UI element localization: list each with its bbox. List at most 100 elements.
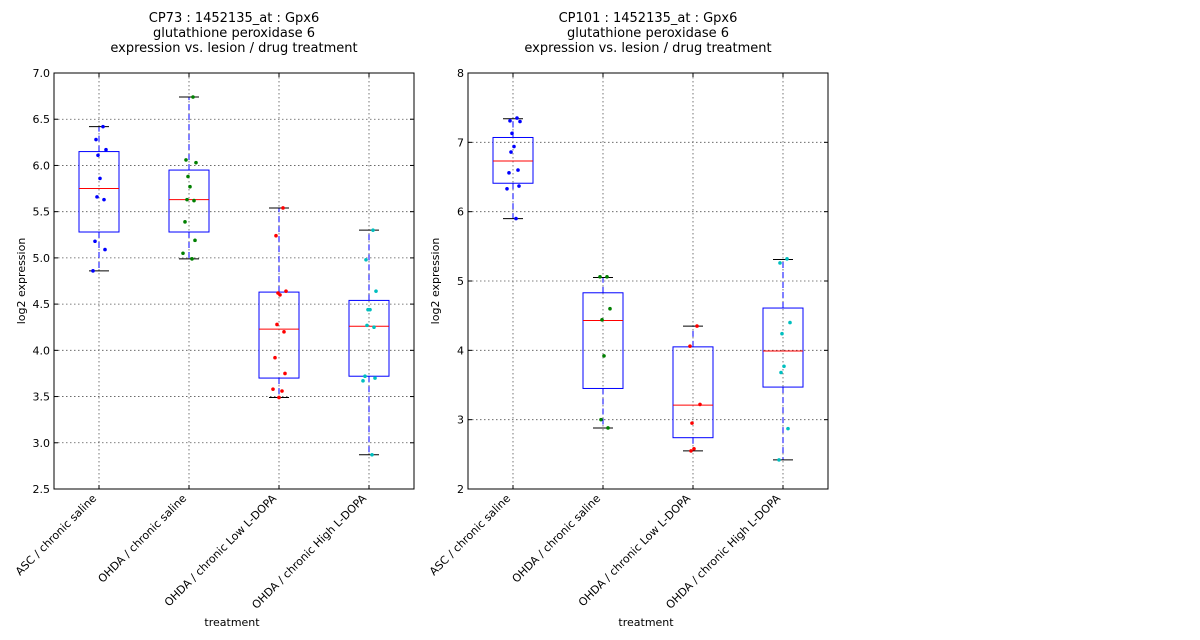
data-point bbox=[371, 228, 375, 232]
data-point bbox=[365, 323, 369, 328]
data-point bbox=[186, 174, 190, 179]
data-point bbox=[510, 131, 514, 136]
data-point bbox=[364, 257, 368, 262]
data-point bbox=[516, 168, 520, 172]
data-point bbox=[193, 238, 197, 243]
box bbox=[582, 292, 624, 389]
y-tick-label: 4.0 bbox=[33, 344, 51, 357]
data-point bbox=[600, 318, 604, 322]
y-tick-label: 7.0 bbox=[33, 67, 51, 80]
data-point bbox=[277, 395, 281, 400]
data-point bbox=[94, 137, 98, 142]
data-point bbox=[512, 144, 516, 149]
data-point bbox=[517, 184, 521, 188]
y-tick-label: 7 bbox=[457, 136, 464, 149]
data-point bbox=[281, 206, 285, 210]
data-point bbox=[361, 379, 365, 383]
x-tick-label: OHDA / chronic saline bbox=[96, 492, 190, 586]
data-point bbox=[283, 371, 287, 376]
box bbox=[492, 136, 534, 184]
data-point bbox=[190, 257, 194, 261]
data-point bbox=[91, 269, 95, 273]
y-tick-label: 2.5 bbox=[33, 483, 51, 496]
data-point bbox=[185, 197, 189, 202]
data-point bbox=[602, 354, 606, 358]
x-tick-label: OHDA / chronic saline bbox=[510, 492, 604, 586]
data-point bbox=[599, 417, 603, 422]
data-point bbox=[271, 387, 275, 391]
data-point bbox=[514, 216, 518, 221]
chart-title-line: CP73 : 1452135_at : Gpx6 bbox=[149, 11, 320, 26]
x-tick-label: ASC / chronic saline bbox=[427, 492, 513, 578]
box bbox=[348, 299, 390, 377]
data-point bbox=[101, 124, 105, 129]
data-point bbox=[102, 197, 106, 202]
data-point bbox=[695, 324, 699, 328]
data-point bbox=[515, 116, 519, 120]
data-point bbox=[93, 239, 97, 244]
data-point bbox=[275, 322, 279, 327]
data-point bbox=[104, 147, 108, 152]
data-point bbox=[688, 344, 692, 348]
chart-title-line: glutathione peroxidase 6 bbox=[153, 26, 315, 41]
data-point bbox=[505, 186, 509, 191]
data-point bbox=[282, 330, 286, 334]
y-tick-label: 2 bbox=[457, 483, 464, 496]
y-tick-label: 6.0 bbox=[33, 159, 51, 172]
data-point bbox=[518, 119, 522, 124]
data-point bbox=[280, 389, 284, 393]
data-point bbox=[598, 275, 602, 279]
data-point bbox=[192, 198, 196, 203]
data-point bbox=[103, 247, 107, 252]
data-point bbox=[191, 95, 195, 99]
x-axis-label: treatment bbox=[204, 616, 260, 629]
chart-title-line: CP101 : 1452135_at : Gpx6 bbox=[559, 11, 738, 26]
data-point bbox=[605, 275, 609, 279]
data-point bbox=[98, 176, 102, 181]
y-axis-label: log2 expression bbox=[15, 238, 28, 325]
data-point bbox=[363, 374, 367, 379]
y-tick-label: 4 bbox=[457, 344, 464, 357]
data-point bbox=[608, 306, 612, 311]
y-axis-label: log2 expression bbox=[429, 238, 442, 325]
data-point bbox=[368, 307, 372, 312]
data-point bbox=[370, 452, 374, 457]
data-point bbox=[782, 364, 786, 369]
data-point bbox=[184, 158, 188, 162]
data-point bbox=[373, 376, 377, 380]
data-point bbox=[181, 251, 185, 256]
y-tick-label: 5.5 bbox=[33, 206, 51, 219]
chart-title-line: expression vs. lesion / drug treatment bbox=[524, 41, 771, 56]
data-point bbox=[509, 150, 513, 154]
y-tick-label: 3 bbox=[457, 414, 464, 427]
data-point bbox=[507, 171, 511, 175]
data-point bbox=[606, 426, 610, 430]
data-point bbox=[508, 119, 512, 123]
y-tick-label: 8 bbox=[457, 67, 464, 80]
data-point bbox=[183, 220, 187, 224]
data-point bbox=[372, 325, 376, 330]
data-point bbox=[96, 153, 100, 158]
chart-title-line: glutathione peroxidase 6 bbox=[567, 26, 729, 41]
data-point bbox=[788, 320, 792, 325]
data-point bbox=[273, 355, 277, 360]
box bbox=[168, 169, 210, 233]
data-point bbox=[95, 195, 99, 199]
data-point bbox=[785, 257, 789, 261]
data-point bbox=[274, 233, 278, 238]
box bbox=[762, 307, 804, 388]
data-point bbox=[188, 184, 192, 189]
data-point bbox=[692, 446, 696, 451]
data-point bbox=[194, 160, 198, 165]
x-axis-label: treatment bbox=[618, 616, 674, 629]
y-tick-label: 6.5 bbox=[33, 113, 51, 126]
y-tick-label: 5 bbox=[457, 275, 464, 288]
data-point bbox=[777, 458, 781, 462]
data-point bbox=[374, 289, 378, 293]
plot-frame bbox=[53, 72, 415, 490]
y-tick-label: 3.5 bbox=[33, 391, 51, 404]
data-point bbox=[779, 370, 783, 375]
x-tick-label: ASC / chronic saline bbox=[13, 492, 99, 578]
